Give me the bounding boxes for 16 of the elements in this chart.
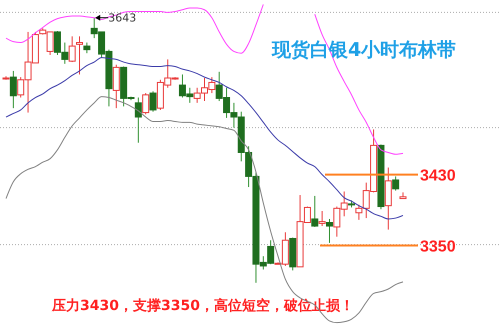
candlestick: [311, 195, 318, 228]
candlestick: [142, 92, 150, 115]
candlestick: [318, 210, 326, 227]
text: 现货白银4小时布林带: [271, 39, 456, 61]
ref-line-label: 3430: [420, 168, 456, 185]
candlestick: [134, 97, 142, 144]
candlestick: [10, 70, 17, 109]
ref-line-label: 3350: [420, 238, 456, 256]
candlestick: [326, 218, 333, 244]
annotation: 3643: [108, 12, 136, 25]
candlestick: [76, 36, 84, 75]
candlestick: [112, 64, 120, 109]
candlestick: [68, 36, 76, 63]
candlestick: [83, 42, 90, 54]
candlestick: [150, 90, 157, 112]
candlestick: [392, 176, 400, 192]
